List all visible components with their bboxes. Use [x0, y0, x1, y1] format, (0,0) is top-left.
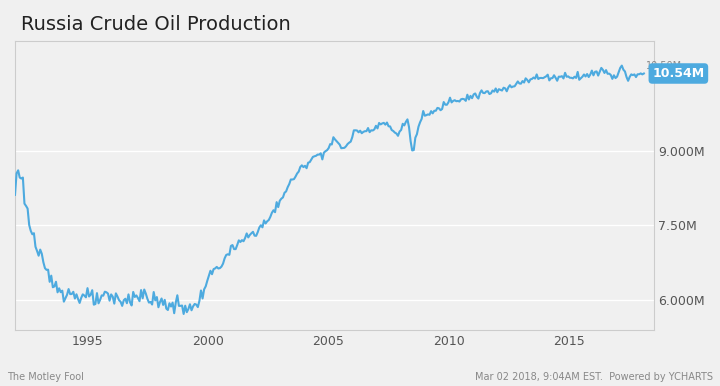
Text: The Motley Fool: The Motley Fool — [7, 372, 84, 382]
Text: 10.54M: 10.54M — [652, 67, 704, 80]
Text: Mar 02 2018, 9:04AM EST.  Powered by YCHARTS: Mar 02 2018, 9:04AM EST. Powered by YCHA… — [474, 372, 713, 382]
Text: 10.50M: 10.50M — [647, 61, 683, 71]
Text: Russia Crude Oil Production: Russia Crude Oil Production — [22, 15, 291, 34]
